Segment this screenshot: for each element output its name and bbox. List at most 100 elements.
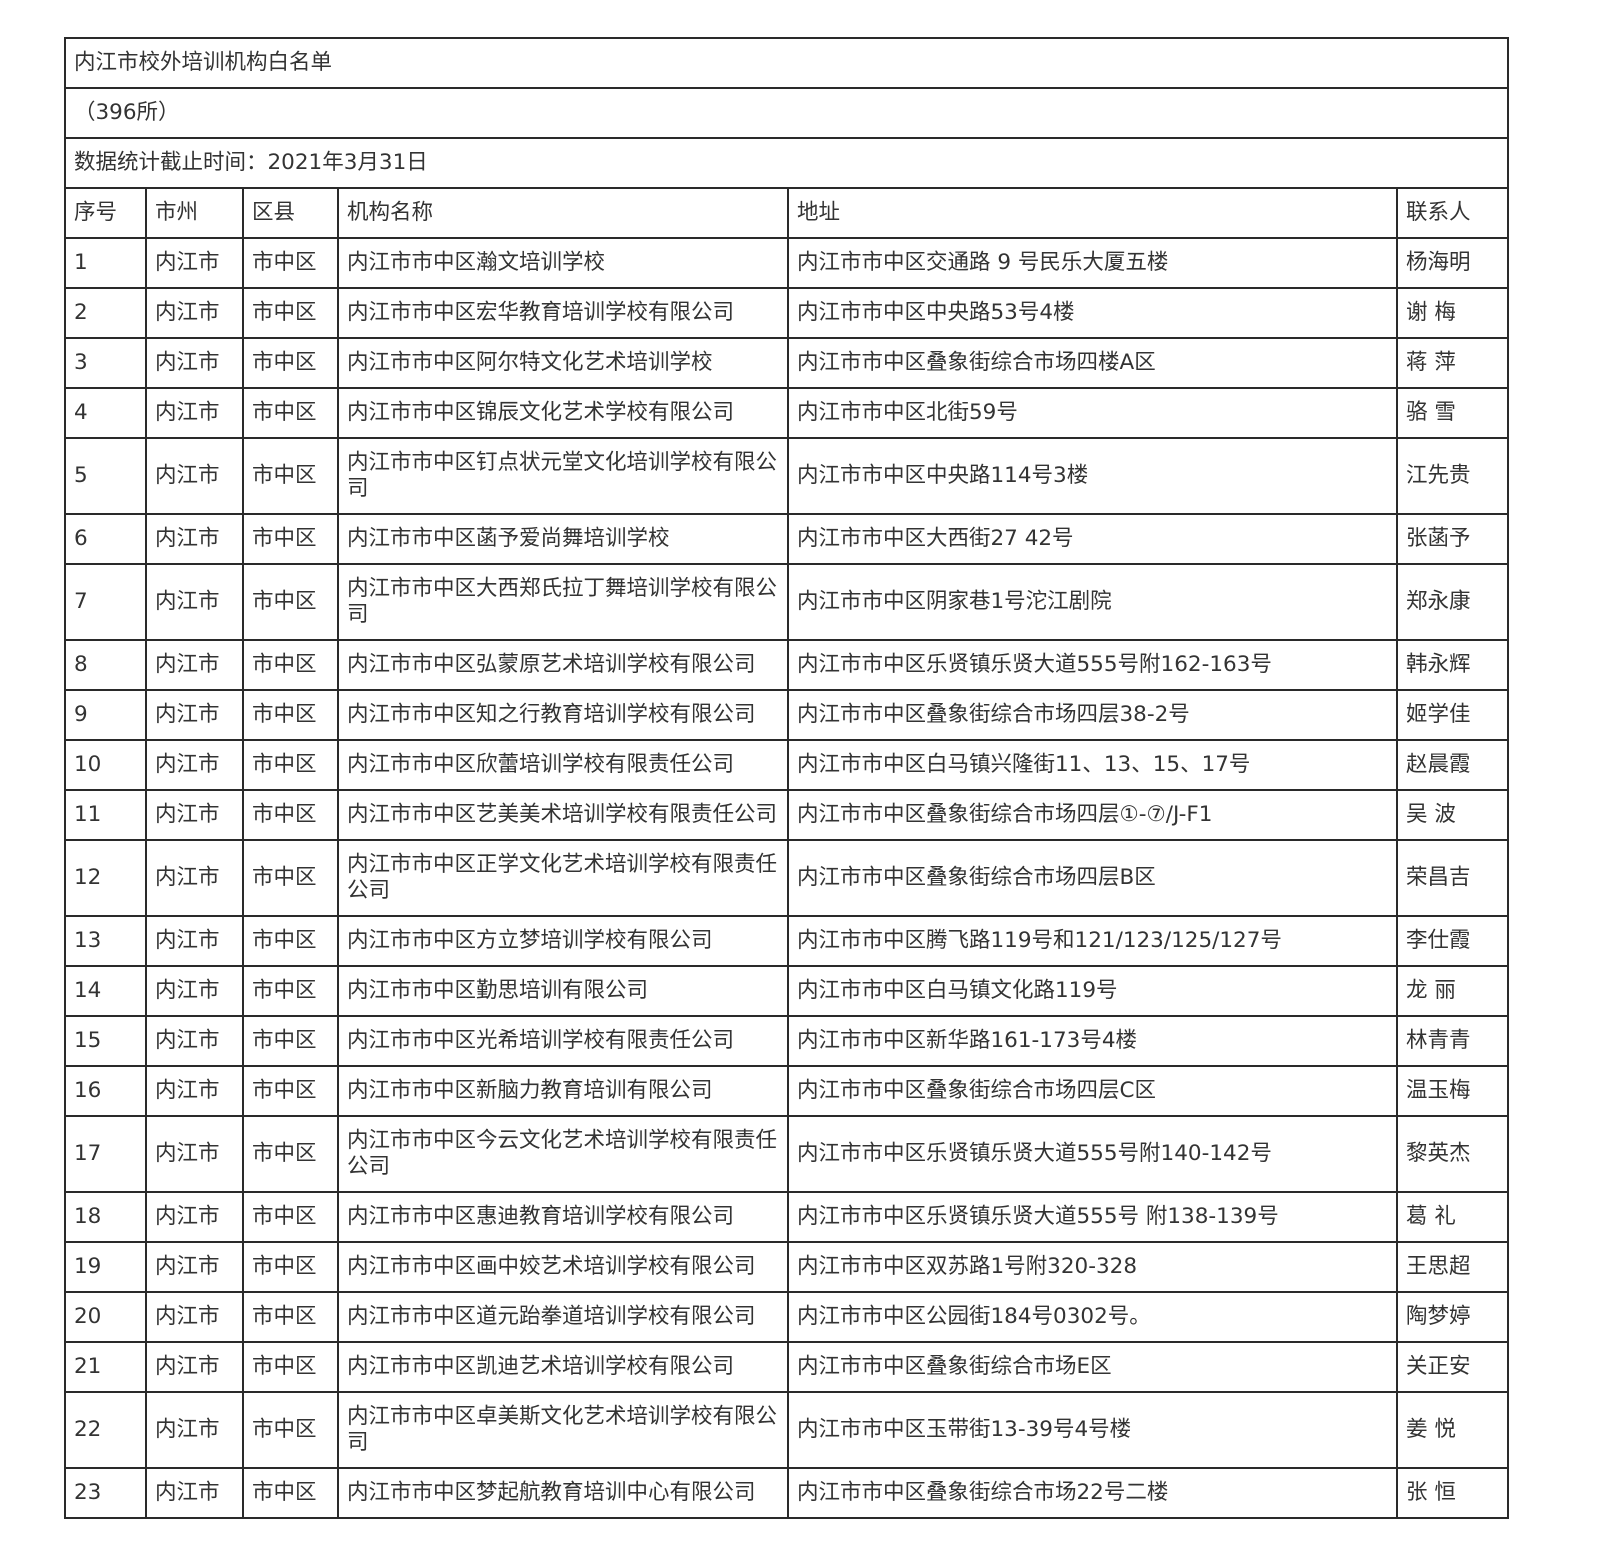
cell-address: 内江市市中区交通路 9 号民乐大厦五楼 — [787, 237, 1398, 289]
cell-contact: 葛 礼 — [1395, 1191, 1510, 1243]
cell-district: 市中区 — [242, 337, 339, 389]
cell-city: 内江市 — [145, 337, 244, 389]
cell-institution-name: 内江市市中区道元跆拳道培训学校有限公司 — [337, 1291, 789, 1343]
cell-district: 市中区 — [242, 1291, 339, 1343]
cell-city: 内江市 — [145, 1291, 244, 1343]
cell-city: 内江市 — [145, 387, 244, 439]
cell-institution-name: 内江市市中区欣蕾培训学校有限责任公司 — [337, 739, 789, 791]
cell-index: 13 — [64, 915, 147, 967]
cell-institution-name: 内江市市中区新脑力教育培训有限公司 — [337, 1065, 789, 1117]
cell-city: 内江市 — [145, 1241, 244, 1293]
cell-district: 市中区 — [242, 1391, 339, 1469]
cell-index: 22 — [64, 1391, 147, 1469]
cell-contact: 姜 悦 — [1395, 1391, 1510, 1469]
cell-city: 内江市 — [145, 965, 244, 1017]
cell-institution-name: 内江市市中区瀚文培训学校 — [337, 237, 789, 289]
cell-institution-name: 内江市市中区锦辰文化艺术学校有限公司 — [337, 387, 789, 439]
table-row: 5 内江市 市中区 内江市市中区钉点状元堂文化培训学校有限公司 内江市市中区中央路114… — [64, 437, 1510, 515]
cell-district: 市中区 — [242, 387, 339, 439]
cell-institution-name: 内江市市中区弘蒙原艺术培训学校有限公司 — [337, 639, 789, 691]
cell-address: 内江市市中区中央路114号3楼 — [787, 437, 1398, 515]
cell-city: 内江市 — [145, 1115, 244, 1193]
header-index: 序号 — [64, 187, 147, 239]
cell-contact: 江先贵 — [1395, 437, 1510, 515]
header-address: 地址 — [787, 187, 1398, 239]
cell-district: 市中区 — [242, 1241, 339, 1293]
cell-city: 内江市 — [145, 1341, 244, 1393]
cell-institution-name: 内江市市中区凯迪艺术培训学校有限公司 — [337, 1341, 789, 1393]
cell-city: 内江市 — [145, 513, 244, 565]
cell-city: 内江市 — [145, 639, 244, 691]
cell-contact: 龙 丽 — [1395, 965, 1510, 1017]
cell-district: 市中区 — [242, 1065, 339, 1117]
count-row: （396所） — [63, 87, 1510, 139]
cell-institution-name: 内江市市中区菡予爱尚舞培训学校 — [337, 513, 789, 565]
cell-district: 市中区 — [242, 965, 339, 1017]
cell-address: 内江市市中区公园街184号0302号。 — [787, 1291, 1398, 1343]
cell-contact: 王思超 — [1395, 1241, 1510, 1293]
table-row: 20 内江市 市中区 内江市市中区道元跆拳道培训学校有限公司 内江市市中区公园街184号… — [64, 1291, 1510, 1343]
table-row: 7 内江市 市中区 内江市市中区大西郑氏拉丁舞培训学校有限公司 内江市市中区阴家巷1号沱… — [64, 563, 1510, 641]
cell-institution-name: 内江市市中区知之行教育培训学校有限公司 — [337, 689, 789, 741]
cell-city: 内江市 — [145, 287, 244, 339]
header-contact: 联系人 — [1395, 187, 1510, 239]
cell-index: 3 — [64, 337, 147, 389]
cell-institution-name: 内江市市中区阿尔特文化艺术培训学校 — [337, 337, 789, 389]
table-row: 4 内江市 市中区 内江市市中区锦辰文化艺术学校有限公司 内江市市中区北街59号骆 雪 — [64, 387, 1510, 439]
stat-date: 数据统计截止时间：2021年3月31日 — [63, 137, 1510, 189]
cell-institution-name: 内江市市中区卓美斯文化艺术培训学校有限公司 — [337, 1391, 789, 1469]
cell-index: 9 — [64, 689, 147, 741]
cell-institution-name: 内江市市中区钉点状元堂文化培训学校有限公司 — [337, 437, 789, 515]
table-row: 14 内江市 市中区 内江市市中区勤思培训有限公司 内江市市中区白马镇文化路119号龙 … — [64, 965, 1510, 1017]
cell-district: 市中区 — [242, 915, 339, 967]
table-row: 19 内江市 市中区 内江市市中区画中姣艺术培训学校有限公司 内江市市中区双苏路1号附3… — [64, 1241, 1510, 1293]
cell-city: 内江市 — [145, 563, 244, 641]
cell-address: 内江市市中区叠象街综合市场四层C区 — [787, 1065, 1398, 1117]
cell-index: 14 — [64, 965, 147, 1017]
cell-city: 内江市 — [145, 1391, 244, 1469]
cell-contact: 韩永辉 — [1395, 639, 1510, 691]
cell-index: 5 — [64, 437, 147, 515]
header-name: 机构名称 — [337, 187, 789, 239]
cell-address: 内江市市中区叠象街综合市场四层①-⑦/J-F1 — [787, 789, 1398, 841]
cell-index: 19 — [64, 1241, 147, 1293]
cell-institution-name: 内江市市中区画中姣艺术培训学校有限公司 — [337, 1241, 789, 1293]
cell-district: 市中区 — [242, 789, 339, 841]
cell-district: 市中区 — [242, 1115, 339, 1193]
cell-district: 市中区 — [242, 639, 339, 691]
cell-contact: 黎英杰 — [1395, 1115, 1510, 1193]
table-row: 1 内江市 市中区 内江市市中区瀚文培训学校 内江市市中区交通路 9 号民乐大厦五楼 杨海… — [64, 237, 1510, 289]
cell-contact: 蒋 萍 — [1395, 337, 1510, 389]
cell-address: 内江市市中区叠象街综合市场四层B区 — [787, 839, 1398, 917]
header-row: 序号 市州 区县 机构名称 地址 联系人 — [64, 187, 1510, 239]
cell-city: 内江市 — [145, 915, 244, 967]
table-row: 22 内江市 市中区 内江市市中区卓美斯文化艺术培训学校有限公司 内江市市中区玉带街13… — [64, 1391, 1510, 1469]
cell-institution-name: 内江市市中区梦起航教育培训中心有限公司 — [337, 1467, 789, 1519]
date-row: 数据统计截止时间：2021年3月31日 — [63, 137, 1510, 189]
cell-address: 内江市市中区新华路161-173号4楼 — [787, 1015, 1398, 1067]
table-row: 2 内江市 市中区 内江市市中区宏华教育培训学校有限公司 内江市市中区中央路53号4楼谢… — [64, 287, 1510, 339]
cell-institution-name: 内江市市中区勤思培训有限公司 — [337, 965, 789, 1017]
cell-city: 内江市 — [145, 1065, 244, 1117]
cell-institution-name: 内江市市中区今云文化艺术培训学校有限责任公司 — [337, 1115, 789, 1193]
cell-address: 内江市市中区腾飞路119号和121/123/125/127号 — [787, 915, 1398, 967]
cell-address: 内江市市中区乐贤镇乐贤大道555号 附138-139号 — [787, 1191, 1398, 1243]
table-row: 23 内江市 市中区 内江市市中区梦起航教育培训中心有限公司 内江市市中区叠象街综合市场… — [64, 1467, 1510, 1519]
institution-count: （396所） — [63, 87, 1510, 139]
cell-address: 内江市市中区大西街27 42号 — [787, 513, 1398, 565]
cell-city: 内江市 — [145, 839, 244, 917]
cell-index: 11 — [64, 789, 147, 841]
cell-district: 市中区 — [242, 237, 339, 289]
cell-city: 内江市 — [145, 437, 244, 515]
cell-institution-name: 内江市市中区惠迪教育培训学校有限公司 — [337, 1191, 789, 1243]
cell-address: 内江市市中区白马镇兴隆街11、13、15、17号 — [787, 739, 1398, 791]
cell-index: 8 — [64, 639, 147, 691]
cell-district: 市中区 — [242, 689, 339, 741]
cell-city: 内江市 — [145, 789, 244, 841]
cell-institution-name: 内江市市中区光希培训学校有限责任公司 — [337, 1015, 789, 1067]
cell-institution-name: 内江市市中区正学文化艺术培训学校有限责任公司 — [337, 839, 789, 917]
cell-address: 内江市市中区玉带街13-39号4号楼 — [787, 1391, 1398, 1469]
cell-address: 内江市市中区双苏路1号附320-328 — [787, 1241, 1398, 1293]
cell-index: 4 — [64, 387, 147, 439]
cell-city: 内江市 — [145, 1191, 244, 1243]
